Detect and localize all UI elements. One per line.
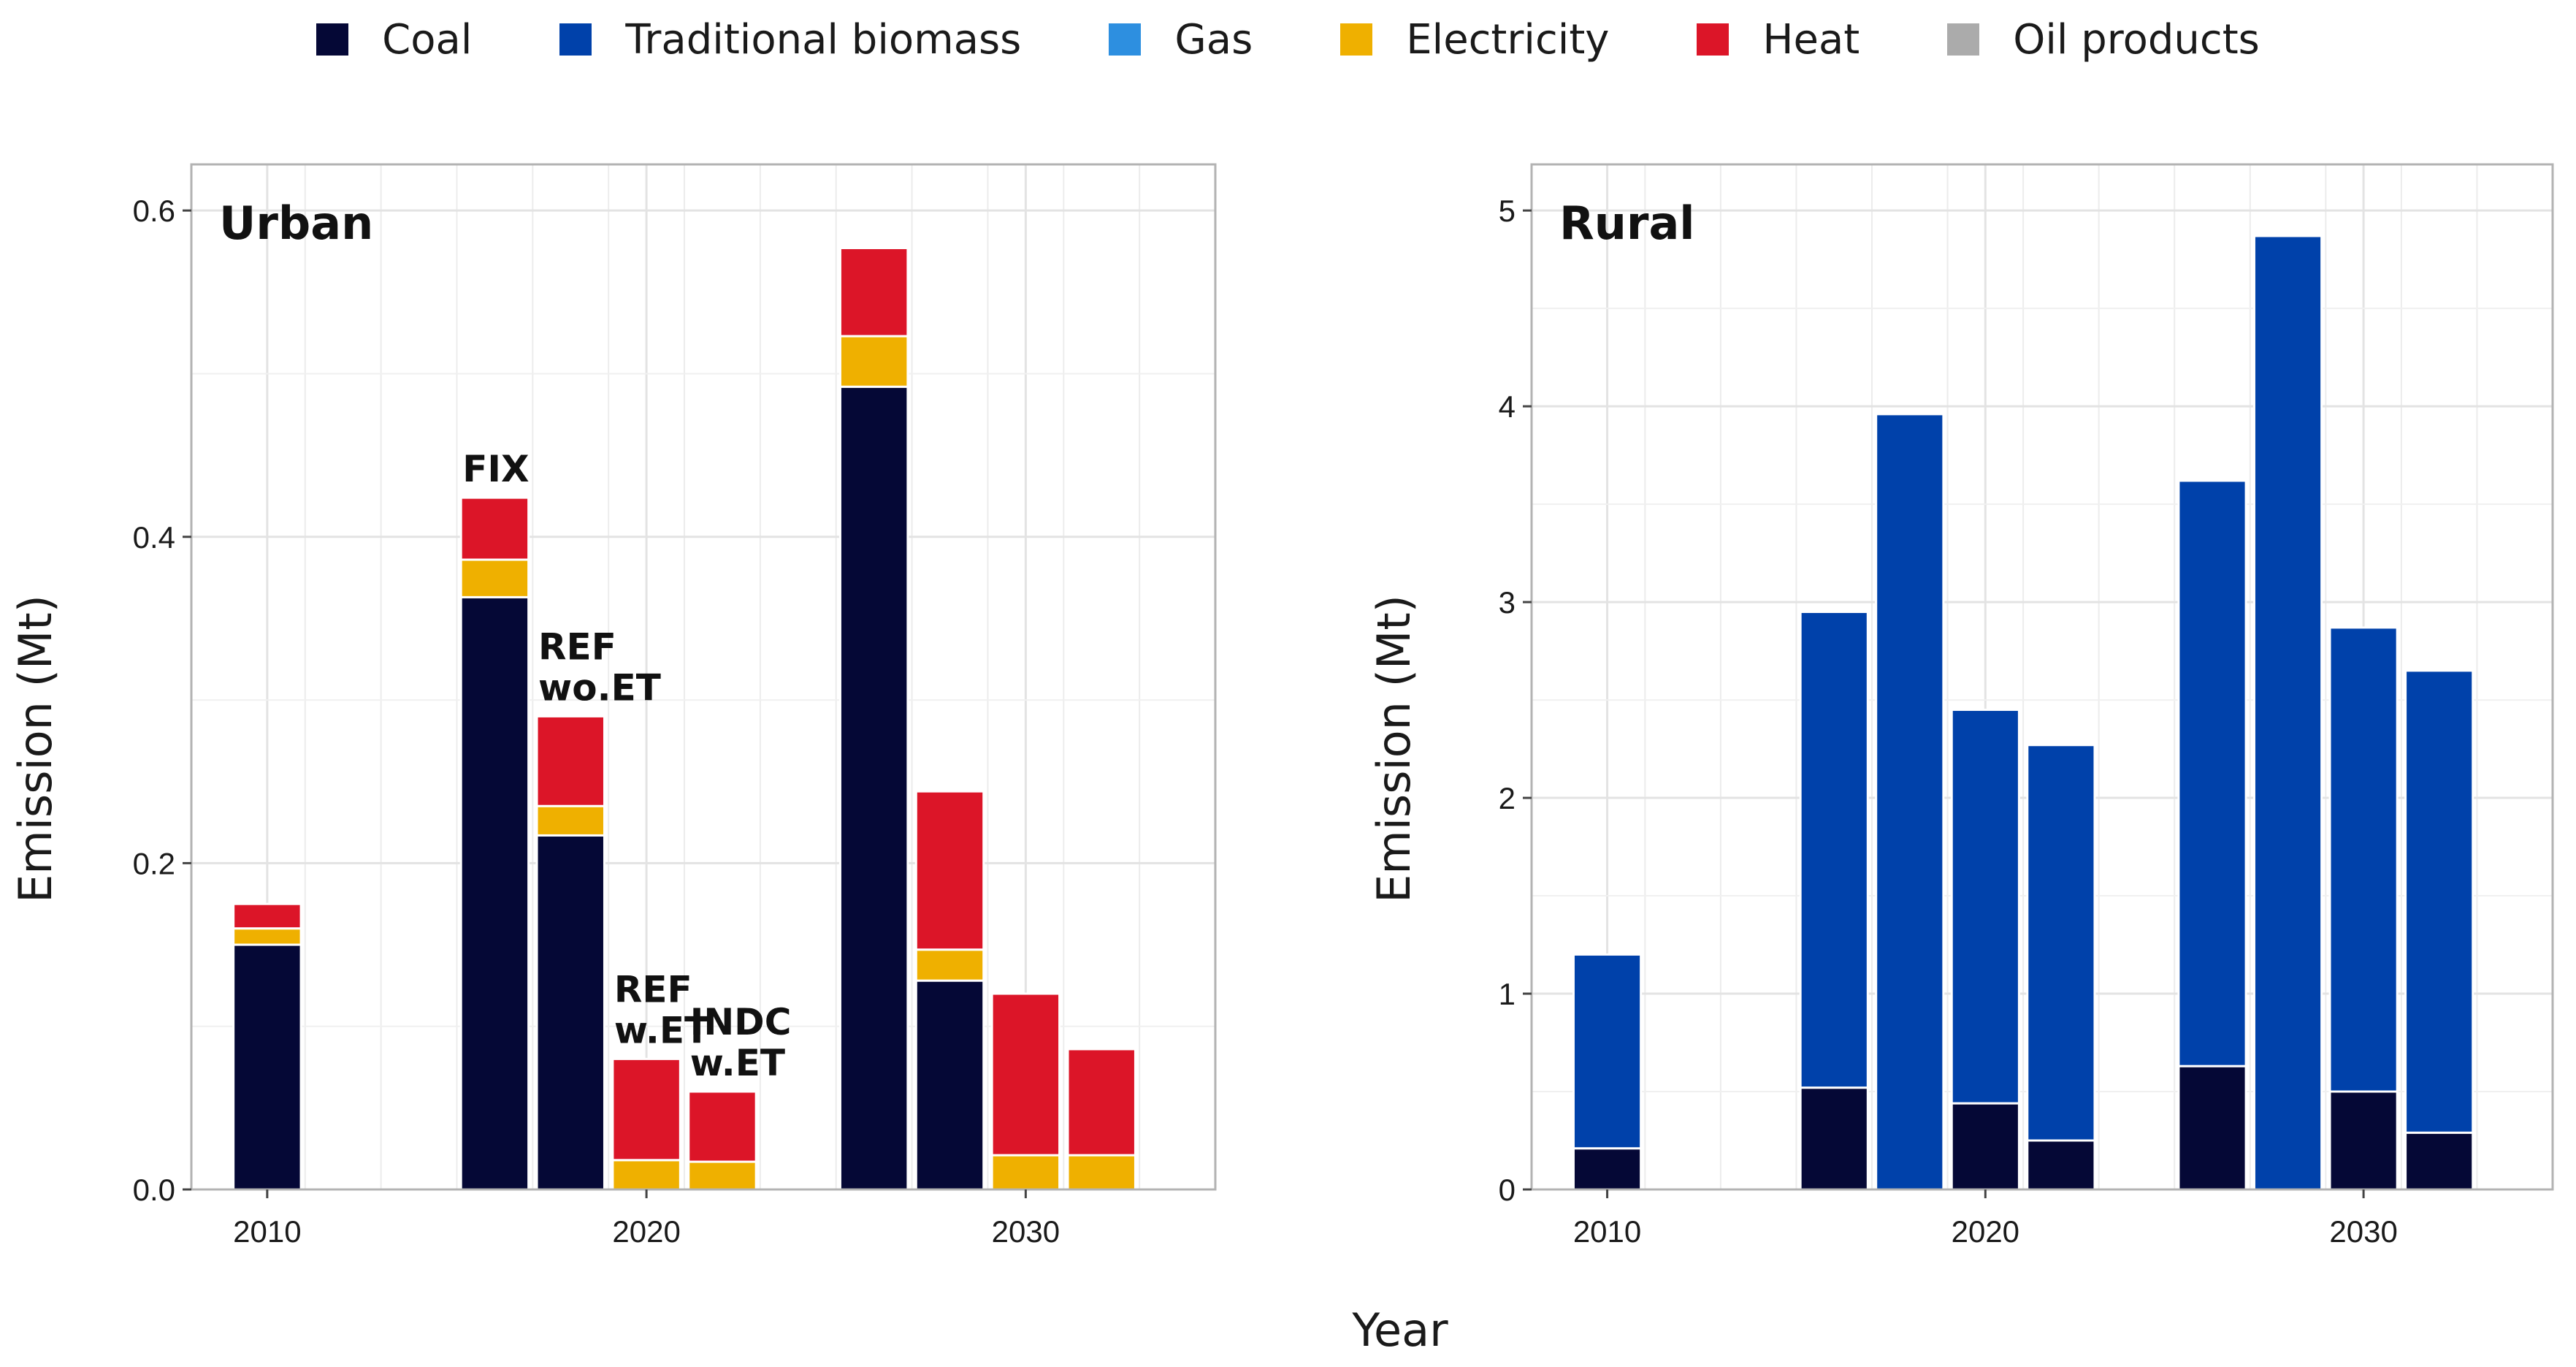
bar-segment-biomass: [1799, 610, 1869, 1089]
x-tick-label: 2020: [1952, 1214, 2019, 1249]
scenario-label: REF: [614, 968, 692, 1010]
bar-segment-biomass: [1875, 413, 1945, 1191]
bar-segment-coal: [914, 979, 985, 1191]
bar-segment-biomass: [2328, 626, 2399, 1093]
legend-swatch-coal: [316, 23, 349, 56]
x-tick-label: 2020: [612, 1214, 680, 1249]
scenario-label: wo.ET: [538, 666, 661, 709]
panel-border: [1530, 163, 2554, 1191]
legend-label-electricity: Electricity: [1406, 15, 1610, 64]
x-axis-title: Year: [1351, 1303, 1448, 1357]
rural-panel: 0 1 2 3 4 5 2010 2020 2030 Rural Emission (Mt): [1367, 163, 2554, 1249]
legend: Coal Traditional biomass Gas Electricity…: [0, 10, 2576, 69]
legend-swatch-gas: [1109, 23, 1142, 56]
bar-segment-heat: [611, 1057, 681, 1162]
x-tick-label: 2030: [2329, 1214, 2397, 1249]
bar-segment-heat: [687, 1090, 757, 1163]
bar-segment-electricity: [459, 558, 530, 598]
bar-segment-biomass: [2177, 479, 2247, 1067]
bar-segment-biomass: [2026, 744, 2096, 1142]
bar-segment-biomass: [2404, 669, 2474, 1134]
bar-segment-biomass: [1572, 953, 1643, 1150]
bar-segment-biomass: [1950, 708, 2020, 1105]
bar-segment-heat: [535, 715, 605, 807]
x-tick-label: 2010: [1573, 1214, 1641, 1249]
scenario-label: w.ET: [690, 1042, 785, 1084]
bar-segment-electricity: [535, 804, 605, 837]
legend-swatch-oil: [1947, 23, 1980, 56]
bar-segment-electricity: [687, 1160, 757, 1191]
legend-label-biomass: Traditional biomass: [625, 15, 1022, 64]
panel-border: [190, 163, 1217, 1191]
y-tick-label: 3: [1499, 585, 1516, 620]
bar-segment-heat: [459, 496, 530, 561]
y-tick-label: 0.0: [133, 1173, 175, 1207]
legend-item-gas: Gas: [1109, 16, 1253, 64]
y-tick-label: 4: [1499, 389, 1516, 424]
legend-item-biomass: Traditional biomass: [559, 16, 1021, 64]
y-tick-label: 2: [1499, 781, 1516, 815]
bar-segment-coal: [232, 943, 302, 1191]
x-tick-label: 2010: [233, 1214, 301, 1249]
bar-segment-electricity: [914, 948, 985, 982]
urban-panel: 0.0 0.2 0.4 0.6 2010 2020 2030 Urban Emission (M…: [9, 163, 1217, 1249]
legend-item-coal: Coal: [316, 16, 472, 64]
y-tick-label: 0: [1499, 1173, 1516, 1207]
legend-item-heat: Heat: [1697, 16, 1860, 64]
y-tick-label: 0.6: [133, 194, 175, 228]
scenario-label: w.ET: [614, 1009, 709, 1051]
legend-label-gas: Gas: [1174, 15, 1253, 64]
legend-label-oil: Oil products: [2013, 15, 2260, 64]
bar-segment-coal: [2177, 1065, 2247, 1191]
bar-segment-coal: [2026, 1139, 2096, 1191]
scenario-label: REF: [538, 625, 616, 668]
bar-segment-electricity: [611, 1159, 681, 1191]
bar-segment-heat: [838, 246, 909, 338]
x-tick-label: 2030: [992, 1214, 1060, 1249]
y-tick-label: 0.4: [133, 520, 175, 555]
bar-segment-coal: [1572, 1147, 1643, 1191]
bar-segment-electricity: [838, 335, 909, 388]
panel-title: Urban: [219, 197, 373, 250]
bar-segment-heat: [1066, 1048, 1136, 1157]
panel-title: Rural: [1559, 197, 1695, 250]
bar-segment-electricity: [232, 927, 302, 946]
legend-swatch-heat: [1697, 23, 1730, 56]
legend-item-oil: Oil products: [1947, 16, 2260, 64]
bar-segment-electricity: [990, 1154, 1061, 1191]
legend-label-coal: Coal: [382, 15, 473, 64]
bar-segment-coal: [1950, 1102, 2020, 1191]
bar-segment-coal: [459, 595, 530, 1191]
bar-segment-coal: [838, 385, 909, 1191]
y-tick-label: 0.2: [133, 846, 175, 880]
scenario-label: INDC: [690, 1001, 792, 1043]
bar-segment-heat: [914, 790, 985, 951]
bar-segment-coal: [535, 834, 605, 1191]
bar-segment-heat: [232, 902, 302, 930]
y-axis-title: Emission (Mt): [1367, 595, 1421, 903]
legend-swatch-electricity: [1340, 23, 1373, 56]
bar-segment-coal: [2404, 1131, 2474, 1191]
bar-segment-coal: [2328, 1090, 2399, 1191]
y-tick-label: 1: [1499, 977, 1516, 1011]
bar-segment-biomass: [2252, 235, 2323, 1191]
bar-segment-coal: [1799, 1086, 1869, 1191]
bar-segment-electricity: [1066, 1154, 1136, 1191]
scenario-label: FIX: [462, 448, 529, 490]
bar-segment-heat: [990, 992, 1061, 1157]
y-axis-title: Emission (Mt): [9, 595, 62, 903]
legend-item-electricity: Electricity: [1340, 16, 1609, 64]
y-tick-label: 5: [1499, 194, 1516, 228]
legend-swatch-biomass: [559, 23, 592, 56]
legend-label-heat: Heat: [1762, 15, 1860, 64]
